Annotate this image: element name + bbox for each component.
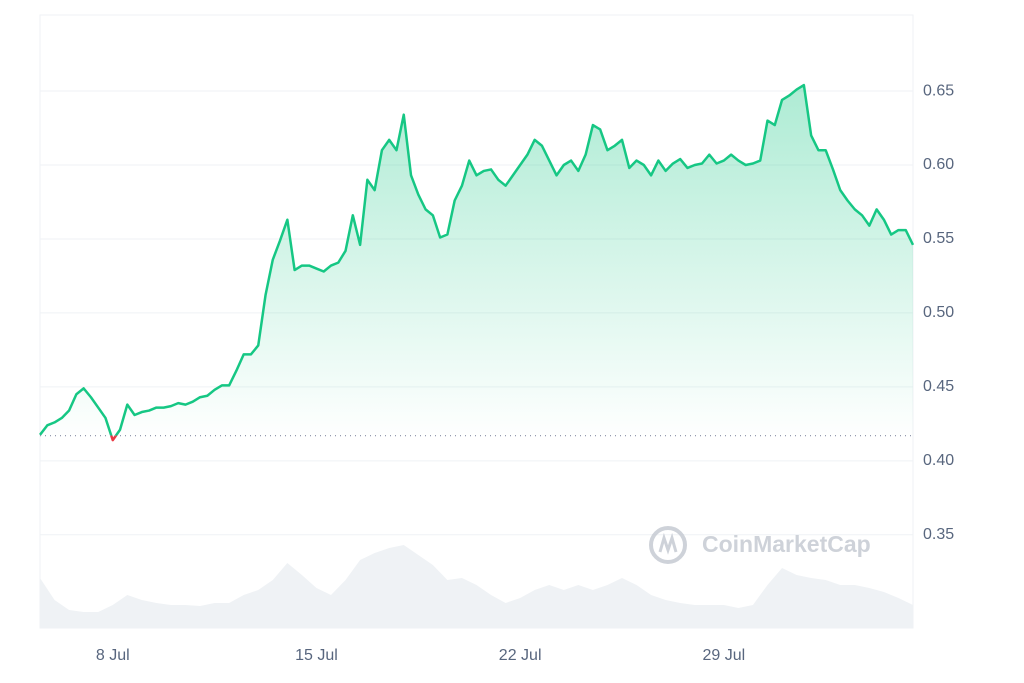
- y-tick-label: 0.35: [923, 526, 954, 543]
- price-line: [39, 83, 915, 442]
- y-tick-label: 0.55: [923, 230, 954, 247]
- watermark-logo-mark: [658, 532, 678, 555]
- plot: 0.35 0.40 0.45 0.50 0.55 0.60 0.65 8 Jul 15 Jul 2…: [39, 82, 954, 664]
- watermark-logo: [649, 526, 687, 564]
- volume-area: [40, 545, 913, 628]
- x-tick-label: 8 Jul: [96, 647, 130, 664]
- watermark: CoinMarketCap: [649, 526, 871, 564]
- y-tick-label: 0.60: [923, 156, 954, 173]
- y-tick-label: 0.40: [923, 452, 954, 469]
- x-tick-label: 29 Jul: [702, 647, 745, 664]
- x-tick-label: 22 Jul: [499, 647, 542, 664]
- price-area: [40, 85, 913, 441]
- watermark-text: CoinMarketCap: [702, 531, 871, 557]
- y-tick-label: 0.65: [923, 82, 954, 99]
- y-tick-label: 0.45: [923, 378, 954, 395]
- y-tick-label: 0.50: [923, 304, 954, 321]
- x-tick-label: 15 Jul: [295, 647, 338, 664]
